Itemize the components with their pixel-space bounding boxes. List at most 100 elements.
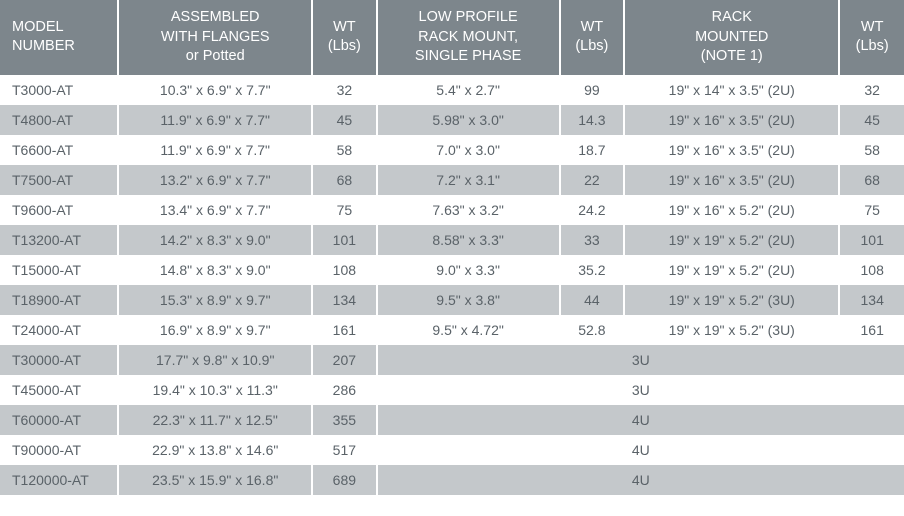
cell: 286 [312, 375, 377, 405]
cell: 19.4" x 10.3" x 11.3" [118, 375, 312, 405]
table-row: T15000-AT14.8" x 8.3" x 9.0"1089.0" x 3.… [0, 255, 904, 285]
cell: 22 [560, 165, 625, 195]
cell: T90000-AT [0, 435, 118, 465]
cell: 22.3" x 11.7" x 12.5" [118, 405, 312, 435]
table-row: T120000-AT23.5" x 15.9" x 16.8"6894U [0, 465, 904, 495]
cell: 11.9" x 6.9" x 7.7" [118, 105, 312, 135]
cell: 517 [312, 435, 377, 465]
cell: T15000-AT [0, 255, 118, 285]
table-row: T3000-AT10.3" x 6.9" x 7.7"325.4" x 2.7"… [0, 75, 904, 105]
cell: 18.7 [560, 135, 625, 165]
cell: 689 [312, 465, 377, 495]
cell: 9.5" x 4.72" [377, 315, 560, 345]
cell: 11.9" x 6.9" x 7.7" [118, 135, 312, 165]
cell: 15.3" x 8.9" x 9.7" [118, 285, 312, 315]
table-row: T30000-AT17.7" x 9.8" x 10.9"2073U [0, 345, 904, 375]
cell: 134 [312, 285, 377, 315]
cell: 14.2" x 8.3" x 9.0" [118, 225, 312, 255]
cell: 17.7" x 9.8" x 10.9" [118, 345, 312, 375]
cell: 19" x 16" x 3.5" (2U) [624, 105, 839, 135]
table-row: T90000-AT22.9" x 13.8" x 14.6"5174U [0, 435, 904, 465]
cell: 101 [312, 225, 377, 255]
table-row: T24000-AT16.9" x 8.9" x 9.7"1619.5" x 4.… [0, 315, 904, 345]
table-row: T9600-AT13.4" x 6.9" x 7.7"757.63" x 3.2… [0, 195, 904, 225]
table-row: T45000-AT19.4" x 10.3" x 11.3"2863U [0, 375, 904, 405]
column-header-4: WT(Lbs) [560, 0, 625, 75]
cell: T24000-AT [0, 315, 118, 345]
cell: 9.0" x 3.3" [377, 255, 560, 285]
table-row: T60000-AT22.3" x 11.7" x 12.5"3554U [0, 405, 904, 435]
cell: 10.3" x 6.9" x 7.7" [118, 75, 312, 105]
table-row: T4800-AT11.9" x 6.9" x 7.7"455.98" x 3.0… [0, 105, 904, 135]
cell: 68 [312, 165, 377, 195]
cell: 5.98" x 3.0" [377, 105, 560, 135]
cell: 99 [560, 75, 625, 105]
table-row: T18900-AT15.3" x 8.9" x 9.7"1349.5" x 3.… [0, 285, 904, 315]
cell: 207 [312, 345, 377, 375]
cell: 13.4" x 6.9" x 7.7" [118, 195, 312, 225]
cell: 7.63" x 3.2" [377, 195, 560, 225]
cell: 7.0" x 3.0" [377, 135, 560, 165]
column-header-3: LOW PROFILERACK MOUNT,SINGLE PHASE [377, 0, 560, 75]
cell: T30000-AT [0, 345, 118, 375]
cell: 75 [312, 195, 377, 225]
cell: T4800-AT [0, 105, 118, 135]
cell: 161 [312, 315, 377, 345]
cell: 19" x 19" x 5.2" (2U) [624, 255, 839, 285]
cell-merged: 3U [377, 375, 904, 405]
cell: 23.5" x 15.9" x 16.8" [118, 465, 312, 495]
spec-table: MODELNUMBERASSEMBLEDWITH FLANGESor Potte… [0, 0, 904, 495]
cell: 161 [839, 315, 904, 345]
cell: 19" x 19" x 5.2" (3U) [624, 285, 839, 315]
cell: 14.3 [560, 105, 625, 135]
cell: 16.9" x 8.9" x 9.7" [118, 315, 312, 345]
cell: 101 [839, 225, 904, 255]
cell: T6600-AT [0, 135, 118, 165]
cell: T60000-AT [0, 405, 118, 435]
table-row: T7500-AT13.2" x 6.9" x 7.7"687.2" x 3.1"… [0, 165, 904, 195]
cell: 22.9" x 13.8" x 14.6" [118, 435, 312, 465]
cell: 355 [312, 405, 377, 435]
cell: 45 [312, 105, 377, 135]
column-header-2: WT(Lbs) [312, 0, 377, 75]
cell: T18900-AT [0, 285, 118, 315]
cell: 75 [839, 195, 904, 225]
cell-merged: 3U [377, 345, 904, 375]
cell: 68 [839, 165, 904, 195]
cell-merged: 4U [377, 465, 904, 495]
cell: T3000-AT [0, 75, 118, 105]
cell-merged: 4U [377, 405, 904, 435]
cell: 14.8" x 8.3" x 9.0" [118, 255, 312, 285]
column-header-0: MODELNUMBER [0, 0, 118, 75]
cell: 32 [839, 75, 904, 105]
cell: T13200-AT [0, 225, 118, 255]
cell: T9600-AT [0, 195, 118, 225]
cell: 108 [312, 255, 377, 285]
cell: 24.2 [560, 195, 625, 225]
table-row: T6600-AT11.9" x 6.9" x 7.7" 58 7.0" x 3.0"… [0, 135, 904, 165]
cell: 19" x 19" x 5.2" (3U) [624, 315, 839, 345]
cell: T7500-AT [0, 165, 118, 195]
cell: 19" x 19" x 5.2" (2U) [624, 225, 839, 255]
column-header-6: WT(Lbs) [839, 0, 904, 75]
cell: 8.58" x 3.3" [377, 225, 560, 255]
cell: 35.2 [560, 255, 625, 285]
table-header: MODELNUMBERASSEMBLEDWITH FLANGESor Potte… [0, 0, 904, 75]
cell: 13.2" x 6.9" x 7.7" [118, 165, 312, 195]
cell: 45 [839, 105, 904, 135]
cell: 19" x 16" x 5.2" (2U) [624, 195, 839, 225]
cell-merged: 4U [377, 435, 904, 465]
column-header-5: RACKMOUNTED(NOTE 1) [624, 0, 839, 75]
cell: 32 [312, 75, 377, 105]
cell: 44 [560, 285, 625, 315]
cell: 9.5" x 3.8" [377, 285, 560, 315]
column-header-1: ASSEMBLEDWITH FLANGESor Potted [118, 0, 312, 75]
table-row: T13200-AT14.2" x 8.3" x 9.0"1018.58" x 3… [0, 225, 904, 255]
cell: 52.8 [560, 315, 625, 345]
cell: 19" x 16" x 3.5" (2U) [624, 165, 839, 195]
cell: 58 [839, 135, 904, 165]
cell: 33 [560, 225, 625, 255]
cell: T45000-AT [0, 375, 118, 405]
cell: T120000-AT [0, 465, 118, 495]
cell: 7.2" x 3.1" [377, 165, 560, 195]
